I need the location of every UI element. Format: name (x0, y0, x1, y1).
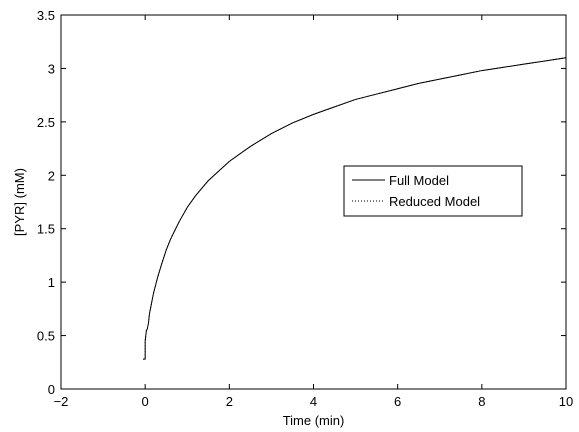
x-tick-label: 8 (478, 394, 485, 409)
x-tick-label: −2 (54, 394, 69, 409)
y-tick-label: 0.5 (37, 329, 55, 344)
series-line-2 (143, 57, 567, 360)
x-tick-label: 0 (142, 394, 149, 409)
x-tick-label: 4 (310, 394, 317, 409)
x-tick-label: 2 (226, 394, 233, 409)
y-tick-label: 2.5 (37, 115, 55, 130)
y-tick-label: 0 (48, 382, 55, 397)
x-tick-label: 10 (559, 394, 573, 409)
legend-label-1: Full Model (389, 173, 449, 188)
legend-box (343, 165, 523, 217)
y-tick-label: 3 (48, 61, 55, 76)
legend: Full Model Reduced Model (343, 165, 523, 217)
plot-layer (143, 57, 567, 360)
x-axis-label: Time (min) (283, 413, 345, 428)
x-tick-label: 6 (394, 394, 401, 409)
y-tick-label: 1 (48, 275, 55, 290)
y-tick-label: 1.5 (37, 222, 55, 237)
y-tick-label: 2 (48, 168, 55, 183)
y-axis-label: [PYR] (mM) (12, 168, 27, 236)
legend-label-2: Reduced Model (389, 194, 480, 209)
y-tick-label: 3.5 (37, 8, 55, 23)
